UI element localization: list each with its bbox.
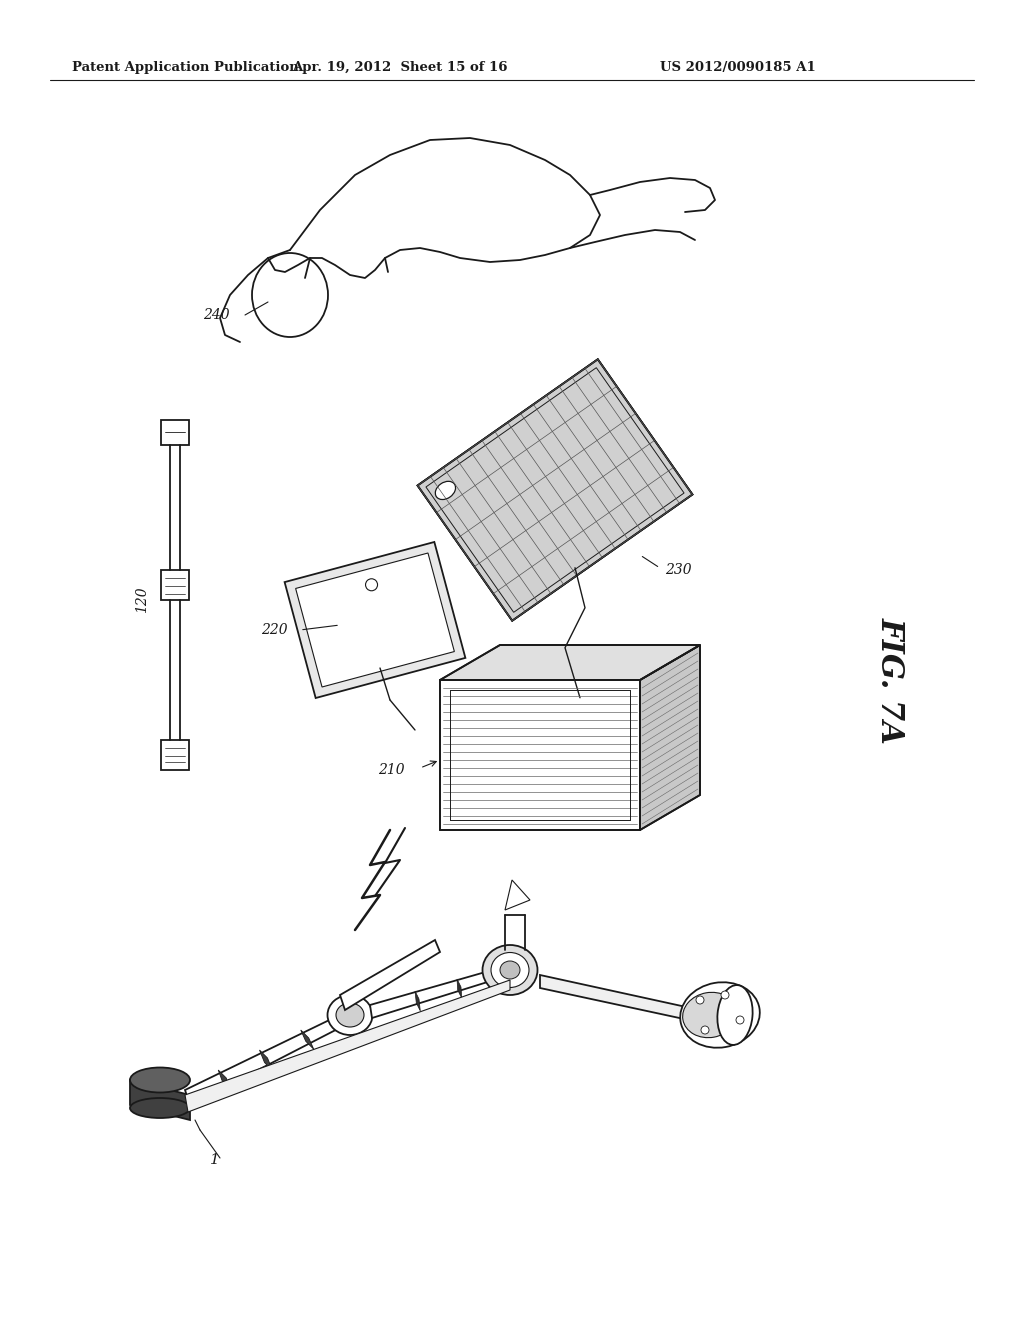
Ellipse shape: [683, 993, 737, 1038]
Polygon shape: [161, 570, 189, 601]
Ellipse shape: [435, 482, 456, 499]
Text: US 2012/0090185 A1: US 2012/0090185 A1: [660, 62, 816, 74]
Text: 120: 120: [135, 586, 150, 614]
Polygon shape: [418, 359, 692, 620]
Ellipse shape: [500, 961, 520, 979]
Ellipse shape: [336, 1003, 364, 1027]
Text: 1: 1: [210, 1152, 220, 1167]
Text: Patent Application Publication: Patent Application Publication: [72, 62, 299, 74]
Ellipse shape: [366, 578, 378, 591]
Ellipse shape: [736, 1016, 744, 1024]
Ellipse shape: [721, 991, 729, 999]
Ellipse shape: [696, 997, 705, 1005]
Polygon shape: [640, 645, 700, 830]
Polygon shape: [130, 1080, 190, 1119]
Polygon shape: [418, 359, 692, 620]
Polygon shape: [185, 979, 510, 1111]
Ellipse shape: [490, 953, 529, 987]
Polygon shape: [259, 1049, 272, 1071]
Ellipse shape: [718, 985, 753, 1045]
Text: 210: 210: [379, 763, 406, 777]
Ellipse shape: [130, 1068, 190, 1093]
Polygon shape: [218, 1071, 231, 1092]
Polygon shape: [161, 420, 189, 445]
Text: FIG. 7A: FIG. 7A: [874, 616, 905, 743]
Polygon shape: [505, 880, 530, 909]
Polygon shape: [296, 553, 455, 686]
Text: 230: 230: [665, 564, 691, 577]
Polygon shape: [285, 543, 465, 698]
Polygon shape: [440, 645, 700, 680]
Polygon shape: [370, 965, 510, 1018]
Text: 220: 220: [261, 623, 288, 638]
Polygon shape: [457, 979, 462, 998]
Polygon shape: [540, 975, 700, 1022]
Ellipse shape: [482, 945, 538, 995]
Text: Apr. 19, 2012  Sheet 15 of 16: Apr. 19, 2012 Sheet 15 of 16: [292, 62, 508, 74]
Ellipse shape: [680, 982, 760, 1048]
Polygon shape: [340, 940, 440, 1010]
Polygon shape: [161, 741, 189, 770]
Polygon shape: [185, 1010, 355, 1105]
Polygon shape: [415, 991, 420, 1011]
Polygon shape: [301, 1030, 313, 1049]
Ellipse shape: [701, 1026, 709, 1034]
Ellipse shape: [130, 1098, 190, 1118]
Ellipse shape: [328, 995, 373, 1035]
Ellipse shape: [252, 253, 328, 337]
Polygon shape: [440, 680, 640, 830]
Text: 240: 240: [204, 308, 230, 322]
